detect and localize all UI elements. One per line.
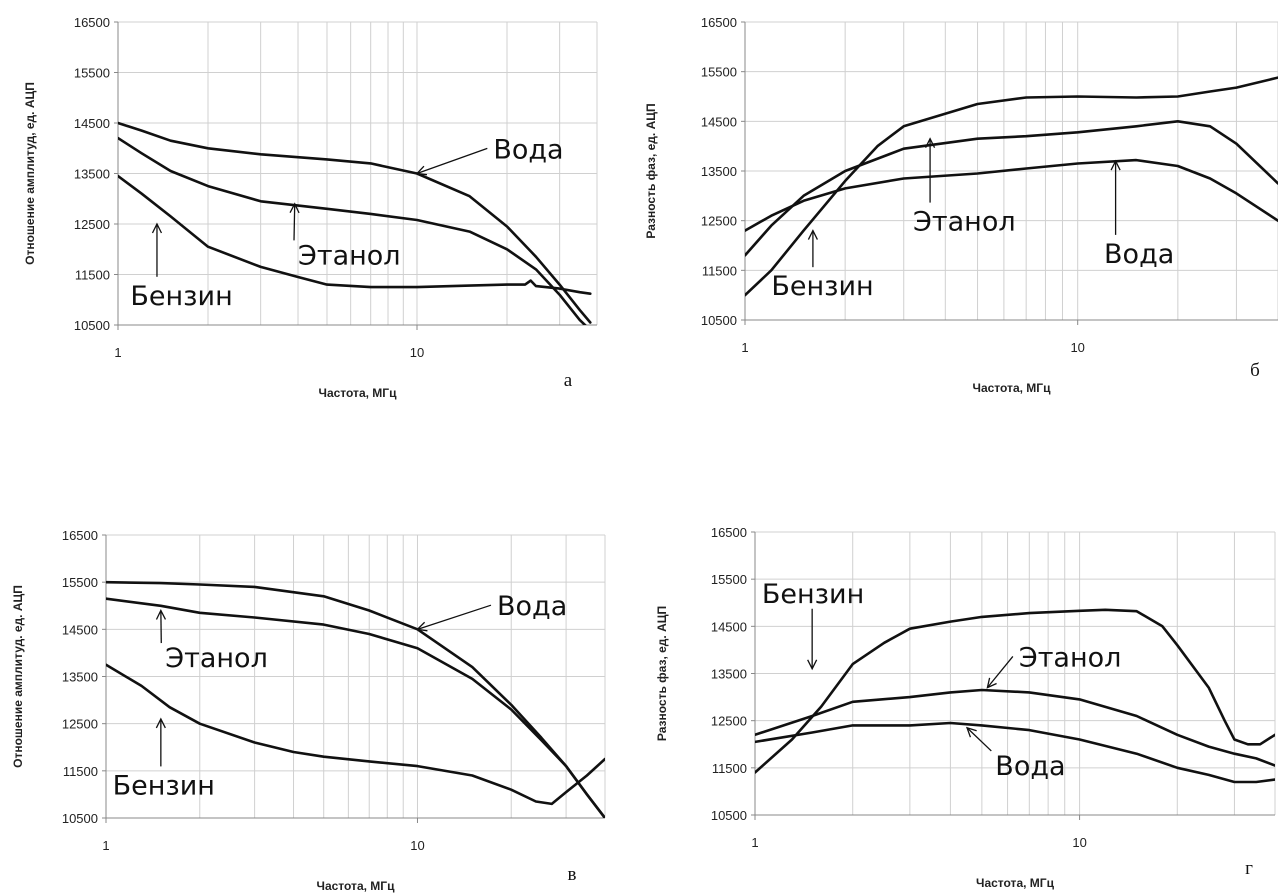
annotation-arrow-head	[986, 677, 997, 689]
annotation-arrow-head	[807, 229, 818, 240]
chart-panel-3: 10500 11500 12500 13500 14500 15500 16500 1 10 Ча…	[11, 528, 606, 893]
y-axis-label: Отношение амплитуд. ед. АЦП	[11, 585, 25, 768]
annotation-label: Бензин	[130, 281, 232, 312]
annotation-arrow-line	[293, 203, 296, 241]
x-tick-label: 1	[114, 345, 121, 360]
y-tick-label: 10500	[62, 811, 98, 826]
annotation-label: Вода	[497, 591, 567, 622]
y-tick-label: 11500	[712, 761, 747, 776]
panel-label: а	[564, 370, 573, 391]
y-tick-label: 15500	[74, 66, 110, 81]
annotation-label: Этанол	[913, 207, 1016, 238]
x-tick-label: 10	[410, 345, 424, 360]
annotation-label: Бензин	[762, 579, 864, 610]
y-axis-label: Разность фаз, ед. АЦП	[655, 606, 669, 741]
series-line-Этанол	[106, 597, 605, 818]
y-tick-label: 14500	[62, 622, 98, 637]
panel-label: б	[1250, 360, 1260, 381]
y-tick-label: 12500	[74, 217, 110, 232]
annotation-label: Бензин	[771, 271, 873, 302]
y-tick-label: 13500	[711, 667, 747, 682]
y-tick-label: 10500	[74, 318, 110, 333]
y-tick-label: 10500	[701, 313, 737, 328]
x-axis-label: Частота, МГц	[319, 386, 398, 400]
series-line-Бензин	[745, 76, 1278, 297]
annotation-arrow-head	[155, 717, 166, 729]
annotation-label: Вода	[995, 751, 1065, 782]
y-tick-label: 11500	[75, 268, 110, 283]
x-tick-label: 1	[751, 835, 758, 850]
y-tick-label: 15500	[701, 65, 737, 80]
panel-label: г	[1245, 858, 1253, 879]
y-axis-label: Отношение амплитуд, ед. АЦП	[23, 82, 37, 265]
y-tick-label: 16500	[701, 15, 737, 30]
annotation-label: Этанол	[1019, 642, 1122, 673]
y-tick-label: 16500	[711, 525, 747, 540]
annotation-arrow-head	[151, 222, 163, 234]
series-line-Вода	[745, 158, 1278, 232]
series-line-Этанол	[745, 120, 1278, 257]
annotation-arrow-head	[965, 726, 977, 738]
annotation-label: Вода	[1104, 239, 1174, 270]
series-line-Этанол	[118, 136, 587, 325]
annotation-arrow-head	[289, 202, 300, 214]
annotation-arrow-head	[155, 609, 167, 620]
y-tick-label: 13500	[701, 164, 737, 179]
annotation-label: Вода	[493, 134, 563, 165]
chart-panel-1: 10500 11500 12500 13500 14500 15500 16500 1 10 Ча…	[23, 15, 598, 400]
annotation-label: Этанол	[298, 240, 401, 271]
y-axis-label: Разность фаз, ед. АЦП	[644, 103, 658, 238]
x-axis-label: Частота, МГц	[976, 876, 1055, 890]
y-tick-label: 13500	[62, 670, 98, 685]
annotation-arrow-line	[417, 604, 492, 630]
panel-label: в	[568, 864, 577, 885]
grid	[117, 21, 598, 326]
annotation-arrow-head	[416, 621, 428, 632]
annotation-label: Бензин	[113, 770, 215, 801]
chart-panel-4: 10500 11500 12500 13500 14500 15500 16500 1 10 Ча…	[655, 525, 1276, 890]
series-line-Вода	[755, 721, 1275, 784]
y-tick-label: 12500	[62, 717, 98, 732]
series-line-Бензин	[755, 608, 1275, 774]
series-line-Этанол	[755, 688, 1275, 767]
annotation-arrow-head	[807, 659, 818, 671]
chart-panel-2: 10500 11500 12500 13500 14500 15500 16500 1 10 Ча…	[644, 15, 1278, 395]
y-tick-label: 14500	[711, 619, 747, 634]
annotation-arrow-line	[416, 147, 488, 175]
x-axis-label: Частота, МГц	[317, 879, 396, 893]
x-tick-label: 1	[741, 340, 748, 355]
x-tick-label: 10	[1072, 835, 1086, 850]
annotation-arrow-head	[415, 165, 428, 176]
y-tick-label: 12500	[701, 214, 737, 229]
y-tick-label: 16500	[62, 528, 98, 543]
y-tick-label: 12500	[711, 714, 747, 729]
y-tick-label: 10500	[711, 808, 747, 823]
x-axis-label: Частота, МГц	[973, 381, 1052, 395]
annotation-arrow-line	[966, 727, 992, 752]
x-tick-label: 10	[1070, 340, 1084, 355]
series-line-Вода	[118, 121, 592, 324]
y-tick-label: 11500	[702, 263, 737, 278]
y-tick-label: 11500	[63, 764, 98, 779]
annotation-arrow-head	[1110, 159, 1121, 171]
series-line-Бензин	[106, 663, 605, 806]
y-tick-label: 15500	[62, 575, 98, 590]
y-tick-label: 13500	[74, 167, 110, 182]
y-tick-label: 14500	[74, 116, 110, 131]
x-tick-label: 1	[102, 838, 109, 853]
series-line-Бензин	[118, 174, 592, 296]
y-tick-label: 15500	[711, 572, 747, 587]
annotation-arrow-head	[924, 137, 936, 149]
annotation-label: Этанол	[165, 643, 268, 674]
y-tick-label: 14500	[701, 114, 737, 129]
annotation-arrow-line	[986, 656, 1014, 689]
y-tick-label: 16500	[74, 15, 110, 30]
x-tick-label: 10	[410, 838, 424, 853]
